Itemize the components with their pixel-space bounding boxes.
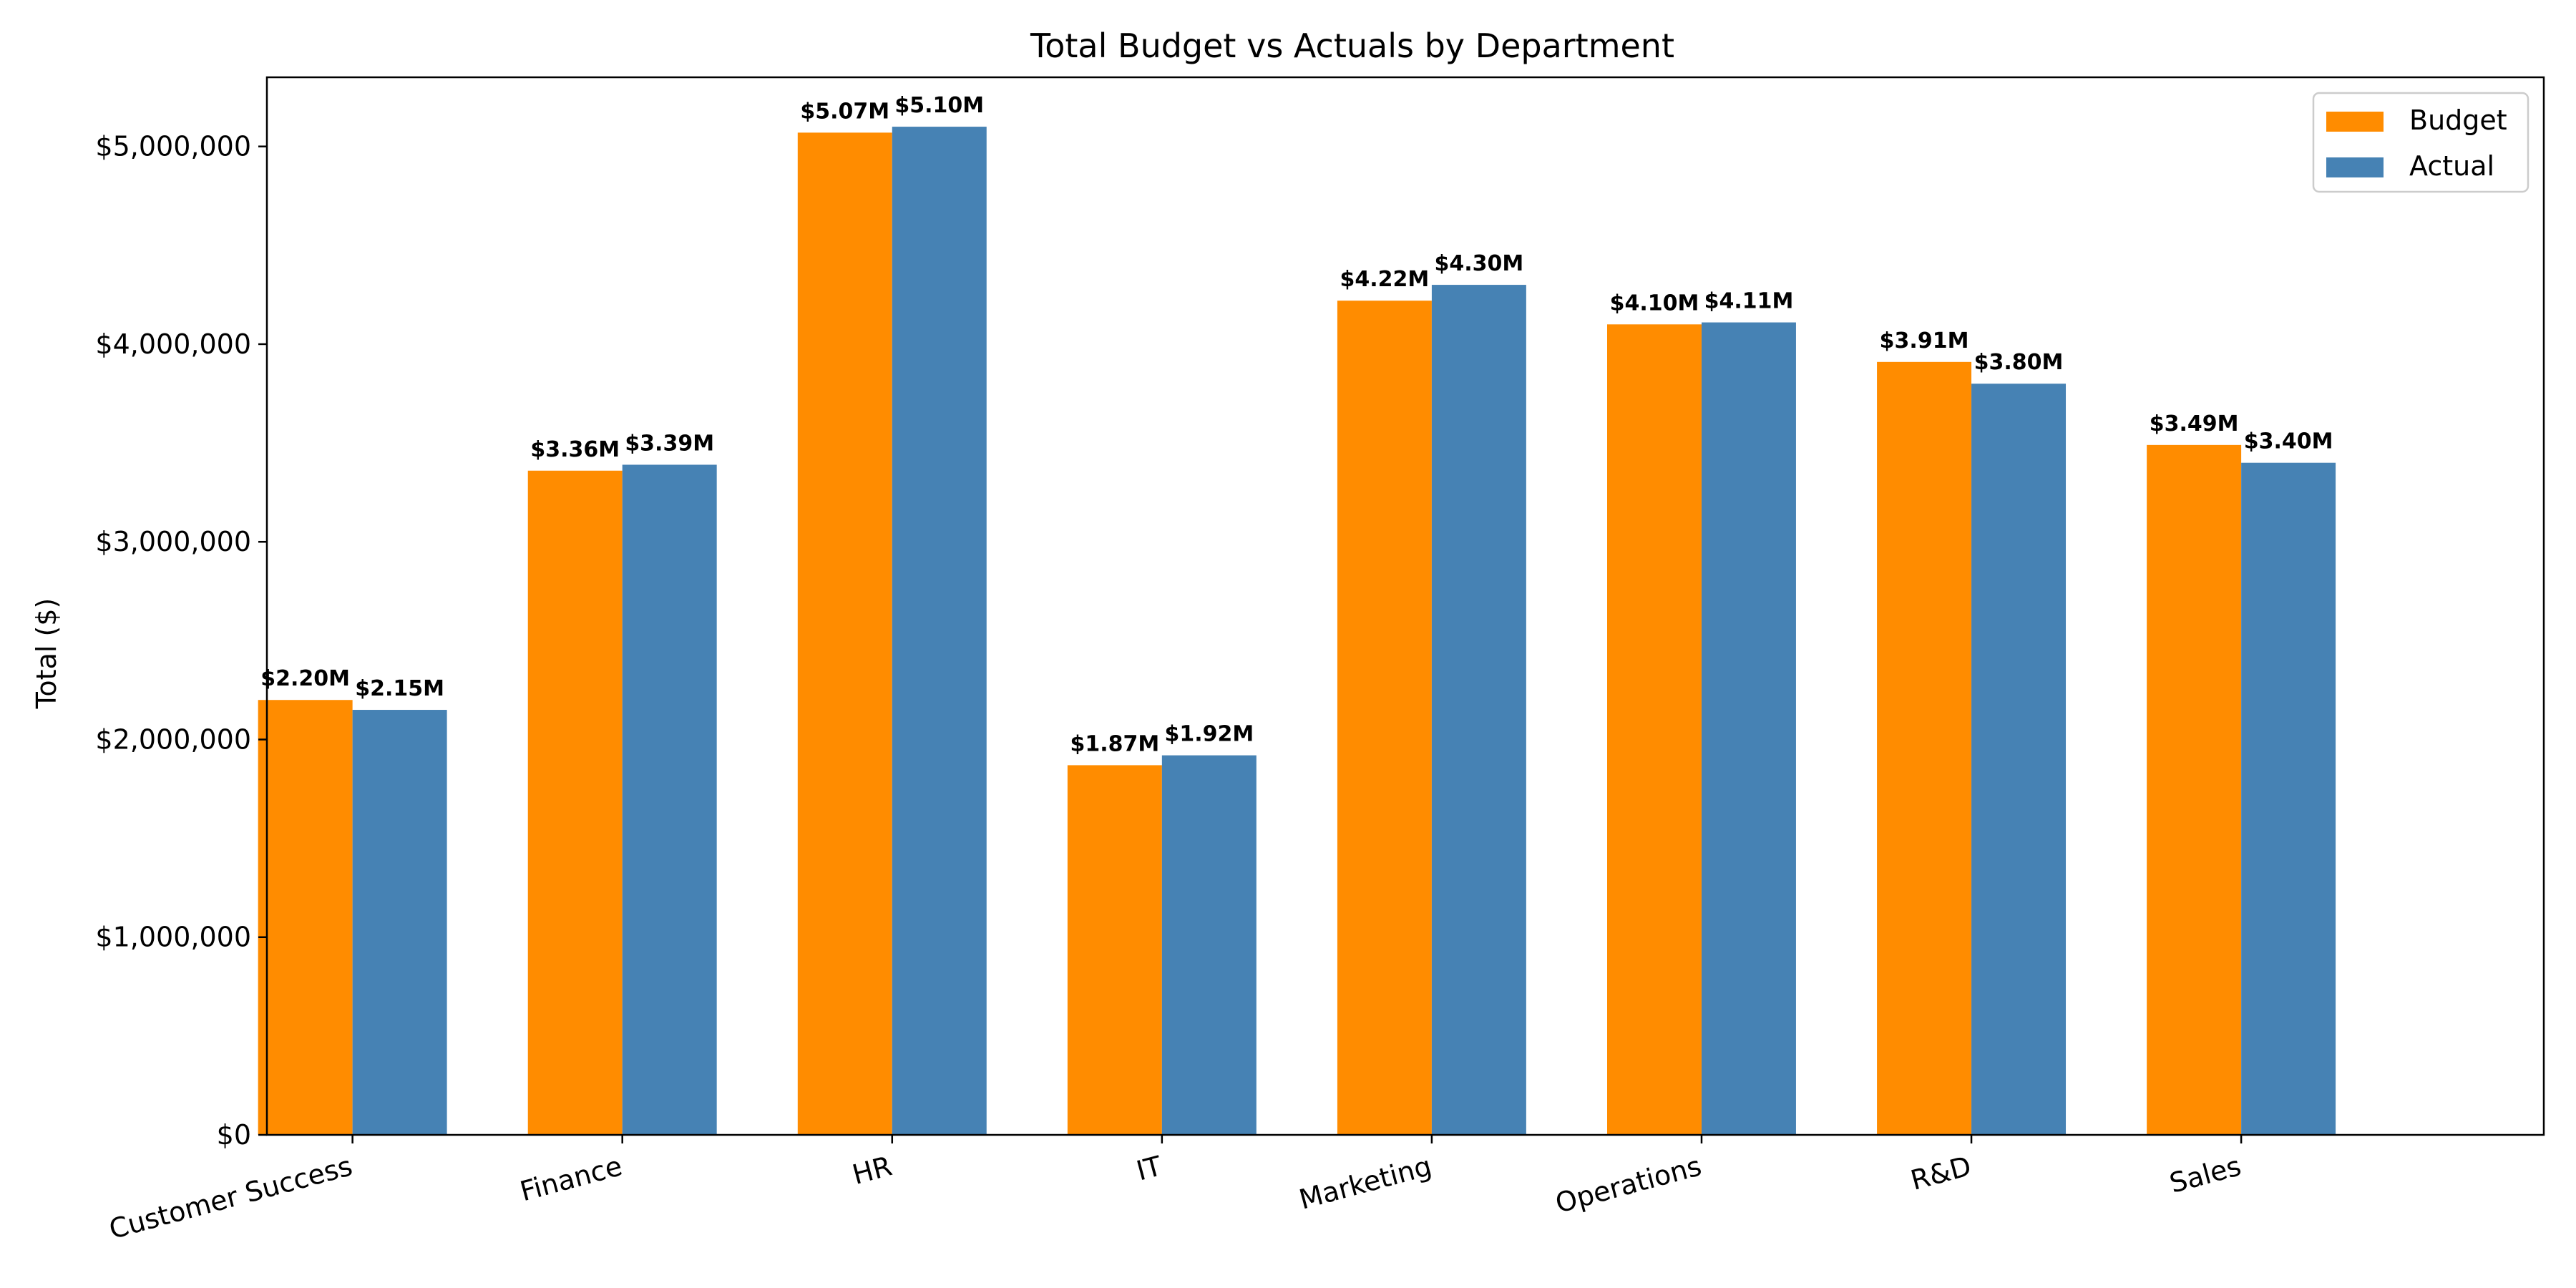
bar-value-label: $5.10M <box>894 93 984 118</box>
bar-budget <box>527 470 623 1135</box>
bar-budget <box>1067 765 1162 1135</box>
bar-actual <box>1971 384 2067 1136</box>
x-tick-label: R&D <box>1908 1150 1975 1196</box>
bar-actual <box>892 127 987 1135</box>
bar-value-label: $1.92M <box>1164 722 1254 747</box>
bar-value-label: $4.10M <box>1610 291 1699 316</box>
y-tick-label: $0 <box>217 1119 251 1151</box>
bar-budget <box>1607 324 1702 1136</box>
bar-value-label: $5.07M <box>800 99 889 124</box>
bar-budget <box>258 700 353 1135</box>
bar-actual <box>622 464 717 1135</box>
bar-value-label: $2.20M <box>260 666 350 691</box>
bar-value-label: $2.15M <box>355 676 444 701</box>
bar-actual <box>1431 285 1526 1135</box>
legend-swatch-actual <box>2326 157 2384 177</box>
x-tick-label: HR <box>849 1150 895 1191</box>
x-tick-label: Sales <box>2166 1150 2244 1199</box>
x-tick-label: Finance <box>517 1150 625 1207</box>
x-tick-label: Operations <box>1552 1150 1704 1219</box>
bar-value-label: $3.36M <box>530 437 620 462</box>
legend: Budget Actual <box>2312 92 2529 193</box>
legend-label-budget: Budget <box>2409 104 2507 136</box>
bar-budget <box>1337 301 1432 1136</box>
y-axis-label: Total ($) <box>31 598 62 710</box>
bar-budget <box>2147 444 2242 1135</box>
bar-actual <box>1701 322 1796 1135</box>
y-tick-label: $4,000,000 <box>95 328 251 360</box>
plot-frame <box>265 76 2545 1136</box>
bar-value-label: $3.91M <box>1880 328 1969 353</box>
bar-budget <box>797 132 892 1136</box>
bar-budget <box>1877 361 1972 1135</box>
bar-value-label: $1.87M <box>1070 731 1159 756</box>
x-tick-label: Customer Success <box>106 1150 356 1245</box>
bar-value-label: $4.11M <box>1704 289 1794 314</box>
bar-value-label: $3.40M <box>2244 429 2333 454</box>
plot-area: $2.20M $3.36M $5.07M $1.87M $4.22M $4.10M $3.9… <box>95 76 2545 1245</box>
bar-actual <box>1161 755 1257 1135</box>
bar-value-label: $4.22M <box>1340 267 1430 292</box>
bar-value-label: $3.49M <box>2150 411 2239 436</box>
chart-title: Total Budget vs Actuals by Department <box>1030 26 1674 65</box>
legend-swatch-budget <box>2326 112 2384 132</box>
bar-actual <box>2241 462 2336 1135</box>
bar-value-label: $4.30M <box>1435 251 1524 276</box>
y-tick-label: $1,000,000 <box>95 922 251 953</box>
bar-actual <box>352 710 447 1135</box>
y-tick-label: $3,000,000 <box>95 526 251 557</box>
x-tick-label: Marketing <box>1296 1150 1435 1216</box>
bar-value-label: $3.39M <box>625 431 714 456</box>
y-tick-label: $2,000,000 <box>95 723 251 755</box>
bar-value-label: $3.80M <box>1974 350 2064 375</box>
legend-label-actual: Actual <box>2409 150 2494 182</box>
x-tick-label: IT <box>1133 1150 1166 1187</box>
y-tick-label: $5,000,000 <box>95 131 251 162</box>
